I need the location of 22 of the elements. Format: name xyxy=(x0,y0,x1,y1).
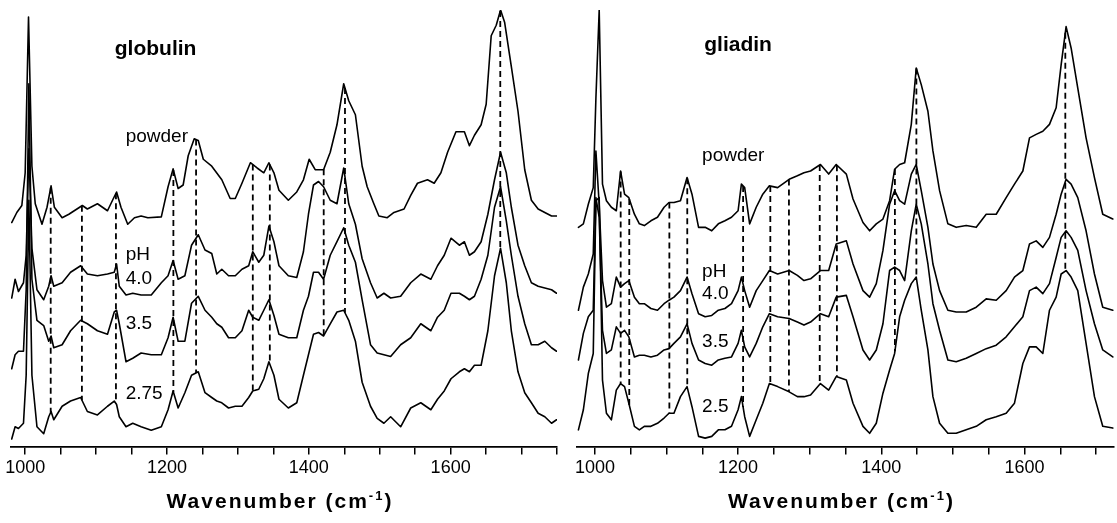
text: globulin xyxy=(114,36,197,60)
text: gliadin xyxy=(704,31,772,55)
x-tick-label: 1200 xyxy=(146,457,188,478)
x-tick-label: 1600 xyxy=(1004,457,1045,478)
series-label: powder xyxy=(125,124,189,146)
x-tick-label: 1000 xyxy=(5,457,46,478)
series-label: 4.0 xyxy=(702,281,729,303)
x-tick-label: 1600 xyxy=(430,457,471,478)
x-axis-title: Wavenumber (cm$^{-1}$) xyxy=(727,488,956,513)
series-label: powder xyxy=(702,144,766,166)
series-label: 4.0 xyxy=(125,266,153,288)
x-tick-label: 1200 xyxy=(718,457,759,478)
series-label: 3.5 xyxy=(702,329,729,351)
series-label: 2.5 xyxy=(702,395,729,417)
x-tick-label: 1400 xyxy=(288,457,329,478)
x-tick-label: 1400 xyxy=(861,457,902,478)
x-tick-label: 1000 xyxy=(574,457,615,478)
x-axis-title: Wavenumber (cm$^{-1}$) xyxy=(165,488,395,513)
annotation: pH xyxy=(702,260,727,282)
series-label: 3.5 xyxy=(125,312,153,334)
series-label: 2.75 xyxy=(125,382,163,404)
annotation: pH xyxy=(125,242,150,264)
